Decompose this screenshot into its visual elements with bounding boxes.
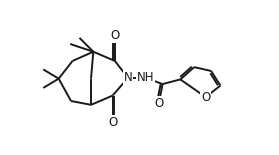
Text: O: O (108, 116, 117, 129)
Text: NH: NH (137, 71, 155, 84)
Text: N: N (124, 71, 132, 84)
Text: O: O (110, 29, 119, 42)
Text: O: O (201, 91, 210, 104)
Text: O: O (154, 97, 163, 110)
